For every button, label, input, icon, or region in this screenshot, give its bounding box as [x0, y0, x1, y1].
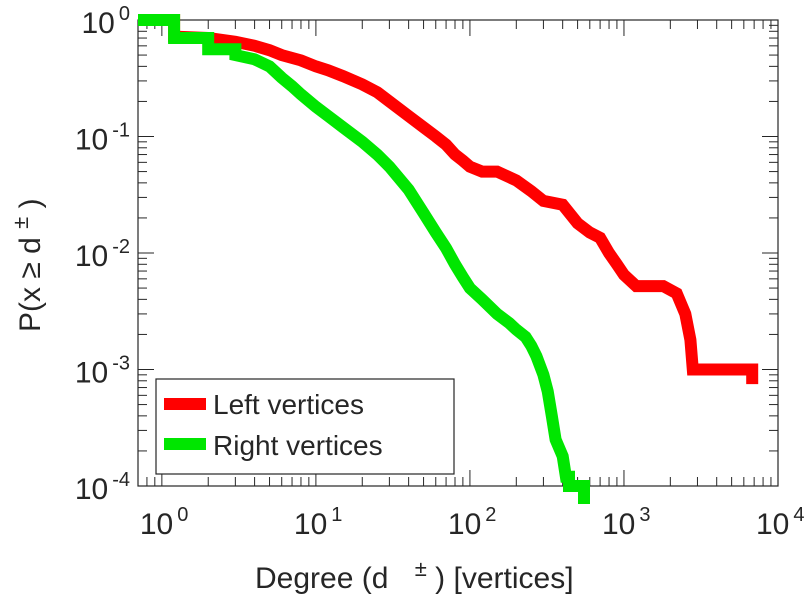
y-tick-label: 10 0 [82, 3, 131, 40]
y-tick-label: 10 -1 [75, 120, 130, 157]
legend: Left vertices Right vertices [155, 378, 455, 475]
minor-ticks [137, 19, 778, 487]
x-axis-label: Degree (d ± ) [vertices] [255, 550, 574, 595]
y-tick-label: 10 -2 [75, 236, 130, 273]
series-line-left-vertices [138, 14, 759, 385]
tick-labels: 10 0 10 1 10 2 10 3 10 4 10 0 10 -1 10 -2 10 -3 10 -4 [75, 3, 805, 541]
y-tick-label: 10 -4 [75, 469, 130, 506]
x-axis-label-prefix: Degree (d [255, 562, 388, 595]
series-layer [138, 14, 759, 504]
y-axis-label-sup: ± [8, 217, 33, 229]
x-tick-label: 10 2 [448, 504, 497, 541]
x-tick-label: 10 0 [140, 504, 189, 541]
legend-box [155, 378, 455, 475]
y-axis-label-prefix: P(x ≥ d [14, 237, 47, 332]
x-axis-label-suffix: ) [vertices] [435, 562, 573, 595]
x-tick-label: 10 3 [602, 504, 651, 541]
legend-label-right-vertices: Right vertices [213, 430, 383, 461]
legend-label-left-vertices: Left vertices [213, 389, 364, 420]
x-tick-label: 10 1 [294, 504, 343, 541]
y-axis-label-suffix: ) [14, 198, 47, 208]
x-tick-label: 10 4 [756, 504, 805, 541]
series-line-right-vertices [138, 14, 590, 504]
y-axis-label: P(x ≥ d ± ) [2, 198, 47, 332]
x-axis-label-sup: ± [415, 556, 427, 581]
y-tick-label: 10 -3 [75, 353, 130, 390]
